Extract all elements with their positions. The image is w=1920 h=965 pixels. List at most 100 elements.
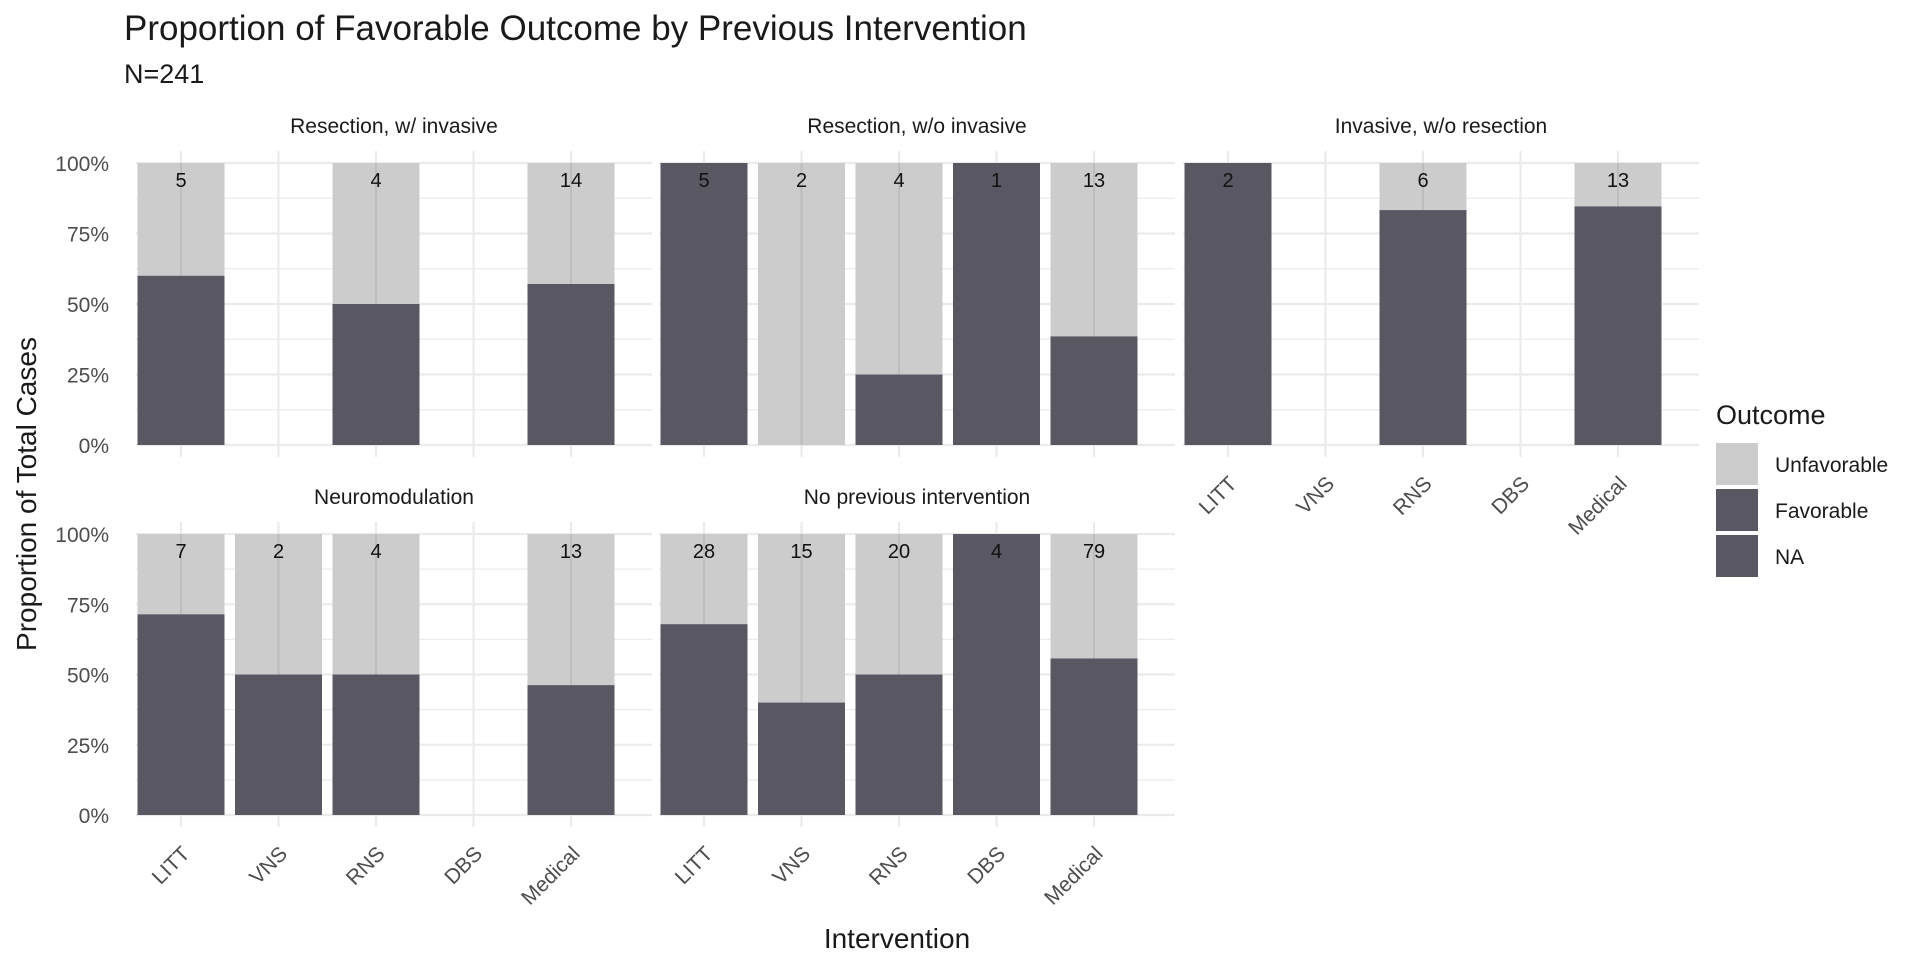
facet-label: Resection, w/o invasive (807, 115, 1026, 138)
count-label: 4 (991, 541, 1002, 563)
legend-swatch (1716, 489, 1758, 531)
facet-panel-no-previous-intervention: No previous intervention 28 15 20 4 79 LITT VNS… (659, 486, 1175, 910)
count-label: 14 (560, 170, 582, 192)
x-tick-label: Medical (1040, 842, 1107, 909)
legend-entry-unfavorable: Unfavorable (1716, 443, 1888, 485)
bar-rns: 4 (332, 163, 420, 445)
bar-segment-favorable (1050, 658, 1138, 815)
bar-litt: 5 (660, 163, 748, 445)
count-label: 6 (1417, 170, 1428, 192)
count-label: 20 (888, 541, 910, 563)
x-tick-label: VNS (245, 842, 292, 889)
y-tick-label: 25% (67, 365, 109, 388)
bar-vns: 15 (758, 534, 845, 815)
bar-segment-favorable (1050, 336, 1138, 445)
facet-panel-resection-w-invasive: Resection, w/ invasive 0% 25% 50% 75% 100% 5 4 1… (55, 115, 652, 458)
y-tick-label: 25% (67, 735, 109, 758)
bar-dbs: 4 (953, 534, 1040, 815)
legend-title: Outcome (1716, 400, 1826, 430)
y-axis-title: Proportion of Total Cases (11, 337, 42, 651)
bar-litt: 7 (137, 534, 225, 815)
bar-rns: 20 (855, 534, 943, 815)
bar-segment-favorable (855, 674, 943, 815)
legend-label: NA (1775, 546, 1804, 569)
bar-medical: 13 (527, 534, 615, 815)
count-label: 5 (175, 170, 186, 192)
bar-rns: 4 (332, 534, 420, 815)
x-tick-label: LITT (671, 842, 718, 889)
legend-entry-favorable: Favorable (1716, 489, 1868, 531)
bar-segment-favorable (1379, 210, 1467, 445)
count-label: 4 (370, 541, 381, 563)
legend-swatch (1716, 443, 1758, 485)
bar-segment-favorable (137, 614, 225, 815)
legend-label: Favorable (1775, 500, 1868, 523)
x-axis-title: Intervention (824, 923, 970, 954)
bar-segment-favorable (137, 275, 225, 445)
x-tick-label: VNS (768, 842, 815, 889)
bar-segment-favorable (1574, 206, 1662, 445)
bar-segment-favorable (953, 163, 1040, 445)
count-label: 13 (1083, 170, 1105, 192)
count-label: 7 (175, 541, 186, 563)
count-label: 2 (1222, 170, 1233, 192)
facet-panels: Resection, w/ invasive 0% 25% 50% 75% 100% 5 4 1… (55, 115, 1699, 910)
count-label: 15 (790, 541, 812, 563)
bar-litt: 5 (137, 163, 225, 445)
bar-segment-favorable (758, 702, 845, 815)
facet-label: Resection, w/ invasive (290, 115, 498, 138)
bar-segment-favorable (332, 674, 420, 815)
bar-segment-favorable (235, 674, 322, 815)
count-label: 13 (1607, 170, 1629, 192)
bar-segment-favorable (332, 304, 420, 445)
x-tick-label: VNS (1292, 472, 1339, 519)
x-tick-label: RNS (1389, 472, 1437, 520)
legend-swatch (1716, 535, 1758, 577)
bar-medical: 14 (527, 163, 615, 445)
facet-label: No previous intervention (804, 486, 1030, 509)
y-tick-label: 75% (67, 594, 109, 617)
x-tick-label: DBS (440, 842, 487, 889)
count-label: 2 (273, 541, 284, 563)
bar-segment-favorable (527, 283, 615, 445)
facet-panel-invasive-w-o-resection: Invasive, w/o resection 2 6 13 LITT VNS RNS DBS… (1183, 115, 1699, 540)
count-label: 28 (693, 541, 715, 563)
y-tick-label: 100% (55, 153, 109, 176)
bar-medical: 79 (1050, 534, 1138, 815)
bar-medical: 13 (1574, 163, 1662, 445)
bar-segment-favorable (1184, 163, 1272, 445)
bar-segment-favorable (660, 624, 748, 815)
count-label: 4 (893, 170, 904, 192)
legend-label: Unfavorable (1775, 454, 1888, 477)
bar-rns: 4 (855, 163, 943, 445)
y-tick-label: 75% (67, 224, 109, 247)
x-tick-label: LITT (148, 842, 195, 889)
x-tick-label: RNS (342, 842, 390, 890)
count-label: 13 (560, 541, 582, 563)
x-tick-label: Medical (1564, 472, 1631, 539)
chart-title: Proportion of Favorable Outcome by Previ… (124, 9, 1027, 48)
count-label: 4 (370, 170, 381, 192)
facet-label: Invasive, w/o resection (1335, 115, 1547, 138)
bar-vns: 2 (235, 534, 322, 815)
x-tick-label: DBS (963, 842, 1010, 889)
y-tick-label: 50% (67, 294, 109, 317)
legend: Outcome Unfavorable Favorable NA (1716, 400, 1888, 577)
facet-panel-neuromodulation: Neuromodulation 0% 25% 50% 75% 100% 7 2 4 13 LITT V… (55, 486, 652, 910)
bar-litt: 2 (1184, 163, 1272, 445)
x-tick-label: Medical (517, 842, 584, 909)
y-tick-label: 0% (79, 805, 109, 828)
bar-segment-favorable (660, 163, 748, 445)
chart-subtitle: N=241 (124, 59, 204, 89)
y-tick-label: 100% (55, 524, 109, 547)
bar-vns: 2 (758, 163, 845, 445)
facet-panel-resection-w-o-invasive: Resection, w/o invasive 5 2 4 1 13 (659, 115, 1175, 457)
bar-litt: 28 (660, 534, 748, 815)
bar-medical: 13 (1050, 163, 1138, 445)
count-label: 1 (991, 170, 1002, 192)
count-label: 2 (796, 170, 807, 192)
count-label: 79 (1083, 541, 1105, 563)
legend-entry-na: NA (1716, 535, 1804, 577)
facet-label: Neuromodulation (314, 486, 474, 509)
